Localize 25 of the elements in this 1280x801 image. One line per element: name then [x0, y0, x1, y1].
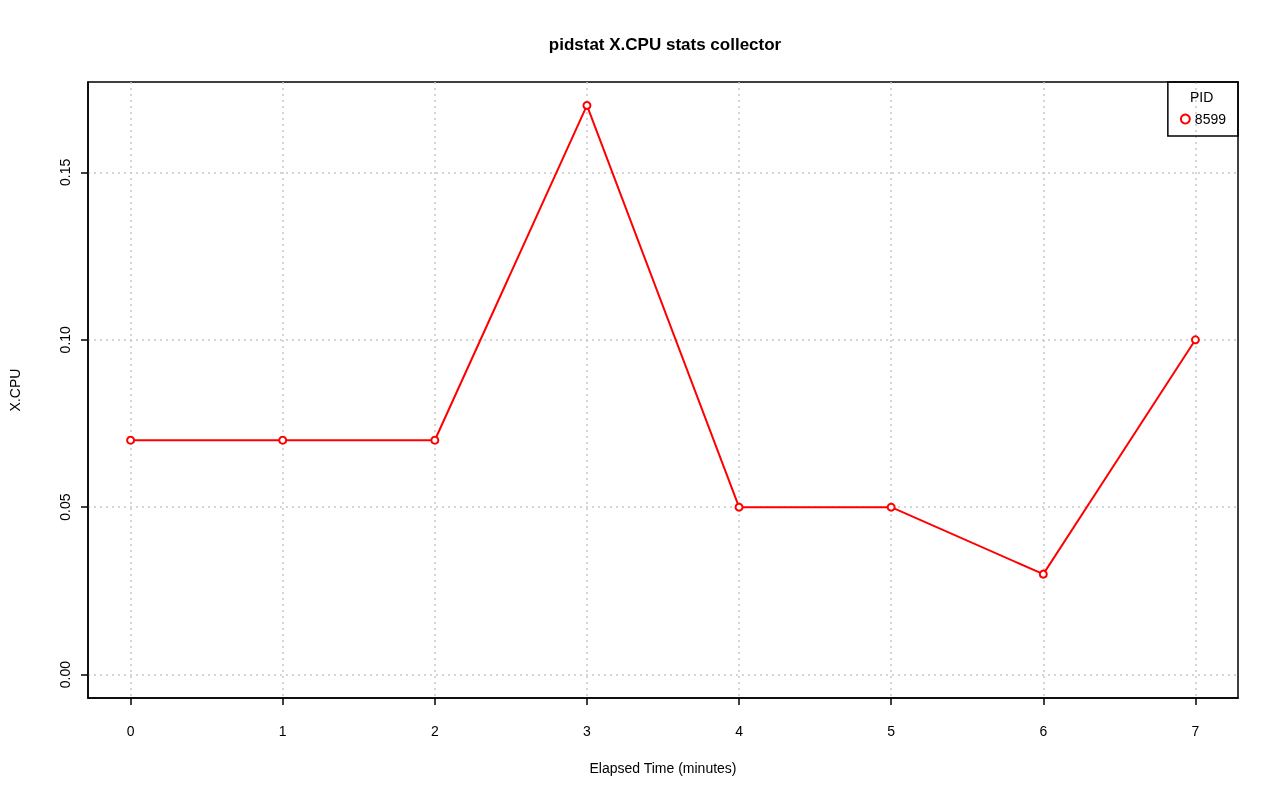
point — [582, 100, 592, 110]
x-tick-label: 5 — [887, 723, 896, 739]
point — [734, 502, 744, 512]
legend-label: 8599 — [1194, 111, 1227, 127]
point — [278, 435, 288, 445]
y-tick-label: 0.10 — [57, 325, 73, 354]
x-tick-label: 3 — [583, 723, 592, 739]
y-tick-label: 0.05 — [57, 493, 73, 521]
point — [886, 502, 896, 512]
x-tick-label: 4 — [735, 723, 744, 739]
y-axis-title: X.CPU — [7, 368, 23, 412]
y-tick-label: 0.15 — [57, 158, 73, 187]
point — [430, 435, 440, 445]
y-tick-label: 0.00 — [57, 660, 73, 689]
legend-title: PID — [1190, 89, 1214, 105]
x-tick-label: 6 — [1039, 723, 1048, 739]
point — [1038, 569, 1048, 579]
chart-title: pidstat X.CPU stats collector — [548, 35, 782, 54]
point — [126, 435, 136, 445]
x-axis-title: Elapsed Time (minutes) — [589, 760, 737, 776]
x-tick-label: 7 — [1191, 723, 1200, 739]
point — [1190, 335, 1200, 345]
x-tick-label: 0 — [126, 723, 135, 739]
x-tick-label: 2 — [430, 723, 439, 739]
x-tick-label: 1 — [278, 723, 287, 739]
